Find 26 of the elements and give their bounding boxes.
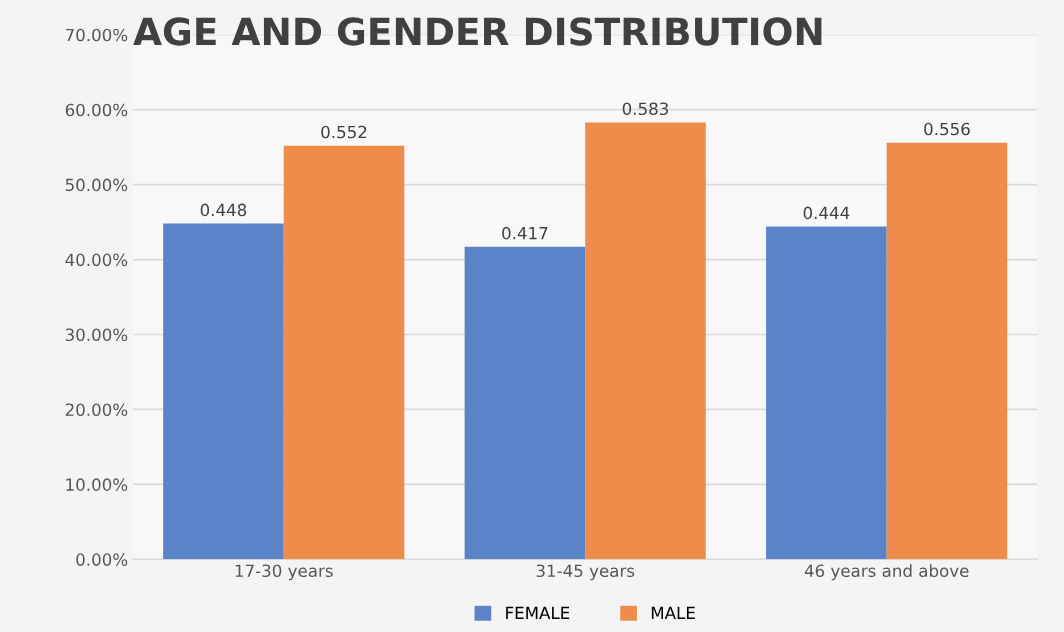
data-label: 0.556	[924, 122, 970, 136]
data-label: 0.448	[200, 203, 247, 217]
bar	[886, 142, 1008, 560]
y-tick-label: 20.00%	[65, 403, 128, 417]
bar	[766, 226, 887, 560]
x-tick-label: 17-30 years	[235, 564, 333, 581]
data-label: 0.417	[502, 226, 548, 240]
y-tick-label: 30.00%	[65, 328, 128, 342]
data-label: 0.583	[622, 102, 669, 116]
bar	[585, 122, 706, 560]
bar	[464, 246, 586, 560]
y-tick-label: 70.00%	[65, 28, 128, 42]
y-tick-label: 50.00%	[65, 178, 128, 192]
y-tick-label: 60.00%	[65, 103, 128, 117]
y-tick-label: 0.00%	[76, 553, 128, 566]
bar	[283, 145, 405, 560]
x-tick-label: 31-45 years	[536, 564, 635, 581]
data-label: 0.444	[803, 206, 850, 220]
bar	[163, 223, 284, 560]
y-tick-label: 10.00%	[66, 478, 128, 491]
chart-title: AGE AND GENDER DISTRIBUTION	[133, 17, 822, 46]
y-tick-label: 40.00%	[65, 253, 128, 267]
legend-label: FEMALE	[506, 606, 570, 619]
x-tick-label: 46 years and above	[804, 564, 969, 581]
legend-label: MALE	[651, 606, 695, 619]
data-label: 0.552	[321, 125, 367, 139]
